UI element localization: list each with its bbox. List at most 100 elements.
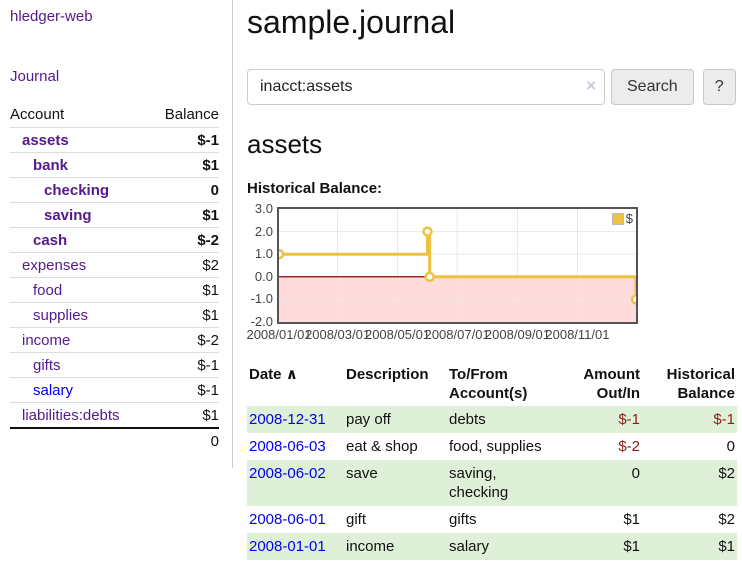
x-axis-tick-label: 2008/11/01	[545, 327, 610, 342]
page-title: sample.journal	[247, 4, 456, 40]
transaction-accounts: debts	[449, 411, 486, 428]
sidebar-account-link[interactable]: gifts	[33, 356, 61, 374]
account-row: expenses $2	[10, 252, 219, 278]
account-row: checking 0	[10, 177, 219, 203]
account-row: food $1	[10, 277, 219, 303]
account-balance: $-1	[149, 352, 219, 378]
y-axis-tick-label: 3.0	[254, 201, 273, 216]
y-axis-tick-label: -2.0	[250, 314, 273, 329]
transaction-amount: 0	[631, 465, 640, 482]
transaction-description: income	[346, 538, 395, 555]
register-header-date[interactable]: Date ∧	[249, 366, 298, 383]
sidebar-account-link[interactable]: supplies	[33, 306, 89, 324]
transaction-amount: $1	[623, 538, 640, 555]
transaction-description: pay off	[346, 411, 391, 428]
search-button[interactable]: Search	[611, 69, 694, 105]
account-balance: $-2	[149, 327, 219, 353]
accounts-header-balance: Balance	[149, 104, 219, 128]
chart-title: Historical Balance:	[247, 180, 383, 197]
search-box: ×	[247, 69, 605, 105]
account-balance: $1	[149, 202, 219, 228]
sidebar-account-link[interactable]: assets	[22, 131, 69, 149]
register-row: 2008-06-03 eat & shop food, supplies $-2 0	[247, 433, 737, 460]
account-row: gifts $-1	[10, 352, 219, 378]
sidebar-account-link[interactable]: checking	[44, 181, 110, 199]
transaction-date-link[interactable]: 2008-06-03	[249, 438, 326, 455]
sidebar-account-link[interactable]: saving	[44, 206, 92, 224]
brand-link[interactable]: hledger-web	[10, 8, 93, 25]
sidebar-account-link[interactable]: liabilities:debts	[22, 406, 120, 424]
account-balance: $1	[149, 302, 219, 328]
help-button[interactable]: ?	[702, 69, 736, 105]
sidebar-account-link[interactable]: expenses	[22, 256, 87, 274]
accounts-table: Account Balance assets $-1 bank $1 checking 0…	[10, 104, 219, 454]
transaction-balance: $-1	[713, 411, 735, 428]
sidebar-account-link[interactable]: salary	[33, 381, 74, 399]
accounts-total-row: 0	[10, 427, 219, 454]
sidebar-account-link[interactable]: income	[22, 331, 71, 349]
sort-ascending-icon: ∧	[285, 366, 298, 383]
account-row: salary $-1	[10, 377, 219, 403]
x-axis-tick-label: 2008/07/01	[424, 327, 490, 342]
account-row: assets $-1	[10, 127, 219, 153]
register-row: 2008-06-01 gift gifts $1 $2	[247, 506, 737, 533]
sidebar: hledger-web Journal Account Balance asse…	[0, 0, 233, 468]
register-row: 2008-06-02 save saving, checking 0 $2	[247, 460, 737, 506]
account-heading: assets	[247, 129, 323, 159]
transaction-balance: $1	[718, 538, 735, 555]
transaction-date-link[interactable]: 2008-06-02	[249, 465, 326, 482]
account-balance: 0	[149, 177, 219, 203]
account-balance: $1	[149, 277, 219, 303]
register-header-accounts: To/From Account(s)	[449, 366, 528, 402]
y-axis-tick-label: 0.0	[254, 268, 273, 284]
transaction-balance: 0	[726, 438, 735, 455]
balance-chart[interactable]: $3.0 2.0 1.0 0.0 -1.0 -2.0 2008/01/01 2008/03/0…	[246, 201, 677, 347]
account-balance: $2	[149, 252, 219, 278]
x-axis-tick-label: 2008/09/01	[484, 327, 551, 342]
y-axis-tick-label: 2.0	[254, 223, 273, 239]
transaction-amount: $1	[623, 511, 640, 528]
x-axis-tick-label: 2008/03/01	[305, 327, 371, 342]
transaction-accounts: gifts	[449, 511, 477, 528]
search-input[interactable]	[247, 69, 605, 105]
account-row: liabilities:debts $1	[10, 403, 219, 429]
register-header-balance: Historical Balance	[666, 366, 735, 402]
transaction-amount: $-1	[618, 411, 640, 428]
sidebar-account-link[interactable]: food	[33, 281, 63, 299]
account-row: cash $-2	[10, 227, 219, 253]
register-row: 2008-12-31 pay off debts $-1 $-1	[247, 406, 737, 433]
legend-label: $	[625, 211, 633, 226]
sidebar-item-journal[interactable]: Journal	[10, 68, 60, 85]
account-balance: $-1	[149, 127, 219, 153]
legend-swatch-icon	[611, 212, 624, 225]
accounts-total-spacer	[10, 427, 150, 454]
register-row: 2008-01-01 income salary $1 $1	[247, 533, 737, 560]
transaction-accounts: salary	[449, 538, 490, 555]
account-balance: $-2	[149, 227, 219, 253]
sidebar-account-link[interactable]: cash	[33, 231, 68, 249]
transaction-balance: $2	[718, 511, 735, 528]
transaction-description: eat & shop	[346, 438, 418, 455]
sidebar-account-link[interactable]: bank	[33, 156, 69, 174]
clear-search-icon[interactable]: ×	[586, 76, 596, 95]
transaction-date-link[interactable]: 2008-06-01	[249, 511, 326, 528]
account-balance: $1	[149, 152, 219, 178]
register-header-description: Description	[346, 366, 429, 383]
hledger-web-app: hledger-web Journal Account Balance asse…	[0, 0, 742, 560]
transaction-date-link[interactable]: 2008-12-31	[249, 411, 326, 428]
transaction-accounts: saving, checking	[449, 465, 509, 501]
main-content: sample.journal × Search ? assets Histori…	[233, 0, 742, 560]
y-axis-tick-label: 1.0	[254, 246, 273, 262]
account-row: supplies $1	[10, 302, 219, 328]
transaction-balance: $2	[718, 465, 735, 482]
transaction-accounts: food, supplies	[449, 438, 542, 455]
accounts-total-value: 0	[149, 427, 219, 454]
search-form: × Search ?	[247, 69, 737, 105]
chart-legend: $	[611, 211, 633, 226]
transaction-date-link[interactable]: 2008-01-01	[249, 538, 326, 555]
y-axis-tick-label: -1.0	[250, 291, 273, 307]
transaction-description: save	[346, 465, 378, 482]
register-header-row: Date ∧ Description To/From Account(s) Am…	[247, 362, 737, 406]
chart-plot-area[interactable]: $	[277, 207, 638, 324]
x-axis-tick-label: 2008/01/01	[246, 327, 312, 342]
